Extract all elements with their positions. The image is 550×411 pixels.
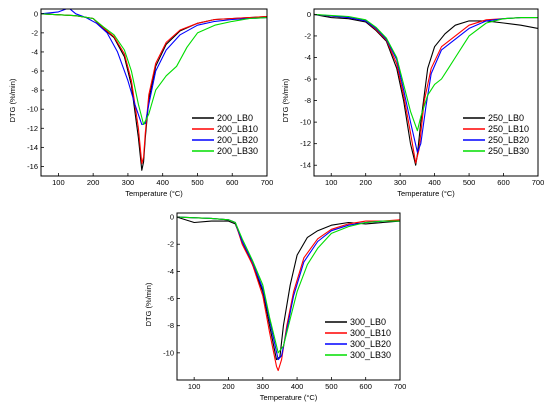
y-tick-label: -10	[27, 105, 38, 114]
y-tick-label: -8	[167, 321, 174, 330]
y-tick-label: -4	[167, 267, 174, 276]
y-tick-label: -2	[167, 240, 174, 249]
plot-frame	[313, 8, 539, 177]
x-tick-label: 400	[156, 178, 169, 187]
y-tick-label: -10	[163, 348, 174, 357]
series-line-250_LB20	[314, 13, 538, 153]
x-tick-label: 700	[261, 178, 274, 187]
x-tick-label: 200	[87, 178, 100, 187]
chart-panel-2: 100 200 300 400 500 600 700 0 -2 -4 -6 -8 -10 -12 -14 T…	[281, 8, 545, 198]
x-axis-label: Temperature (°C)	[260, 393, 318, 402]
y-tick-label: -16	[27, 162, 38, 171]
legend-label: 200_LB0	[217, 113, 253, 123]
y-tick-label: 0	[34, 9, 38, 18]
x-tick-label: 300	[394, 178, 407, 187]
legend-label: 250_LB20	[488, 135, 529, 145]
x-tick-label: 700	[532, 178, 545, 187]
y-tick-label: -4	[31, 47, 38, 56]
y-tick-label: -6	[304, 75, 311, 84]
x-tick-label: 100	[188, 382, 201, 391]
series-line-200_LB30	[41, 13, 267, 126]
y-axis-label: DTG (%/min)	[281, 78, 290, 122]
y-tick-label: -8	[304, 96, 311, 105]
x-tick-label: 400	[428, 178, 441, 187]
y-tick-label: -10	[300, 118, 311, 127]
chart-panel-3: 100 200 300 400 500 600 700 0 -2 -4 -6 -8 -10 Tempera…	[144, 212, 407, 402]
plot-frame	[176, 212, 401, 381]
y-tick-label: -12	[300, 139, 311, 148]
x-axis-label: Temperature (°C)	[397, 189, 455, 198]
y-tick-label: -12	[27, 124, 38, 133]
legend-label: 250_LB10	[488, 124, 529, 134]
plot-frame	[40, 8, 268, 177]
legend-label: 200_LB10	[217, 124, 258, 134]
y-tick-label: 0	[307, 10, 311, 19]
x-tick-label: 400	[291, 382, 304, 391]
x-tick-label: 300	[122, 178, 135, 187]
legend-label: 300_LB0	[350, 317, 386, 327]
x-tick-label: 100	[52, 178, 65, 187]
x-tick-label: 500	[325, 382, 338, 391]
x-tick-label: 600	[359, 382, 372, 391]
y-tick-label: 0	[170, 213, 174, 222]
y-axis-label: DTG (%/min)	[144, 282, 153, 326]
series-line-200_LB10	[41, 13, 267, 165]
series-line-200_LB20	[41, 9, 267, 126]
y-tick-label: -14	[300, 161, 311, 170]
x-tick-label: 200	[359, 178, 372, 187]
legend-label: 250_LB30	[488, 146, 529, 156]
x-tick-label: 600	[226, 178, 239, 187]
y-axis-label: DTG (%/min)	[8, 78, 17, 122]
series-line-250_LB30	[314, 13, 538, 132]
legend-label: 300_LB30	[350, 350, 391, 360]
x-tick-label: 200	[222, 382, 235, 391]
series-line-300_LB30	[177, 216, 400, 354]
y-tick-label: -2	[304, 31, 311, 40]
y-tick-label: -6	[167, 294, 174, 303]
x-axis-label: Temperature (°C)	[125, 189, 183, 198]
x-tick-label: 600	[497, 178, 510, 187]
x-tick-label: 100	[325, 178, 338, 187]
legend-label: 200_LB20	[217, 135, 258, 145]
y-tick-label: -6	[31, 67, 38, 76]
legend-label: 300_LB20	[350, 339, 391, 349]
y-tick-label: -8	[31, 86, 38, 95]
x-tick-label: 500	[463, 178, 476, 187]
legend-label: 250_LB0	[488, 113, 524, 123]
y-tick-label: -14	[27, 143, 38, 152]
y-tick-label: -2	[31, 28, 38, 37]
x-tick-label: 700	[394, 382, 407, 391]
x-tick-label: 300	[257, 382, 270, 391]
y-tick-label: -4	[304, 53, 311, 62]
legend-label: 200_LB30	[217, 146, 258, 156]
legend-label: 300_LB10	[350, 328, 391, 338]
x-tick-label: 500	[191, 178, 204, 187]
chart-panel-1: 100 200 300 400 500 600 700 0 -2 -4 -6 -8 -10 -12 -14 -…	[8, 8, 273, 198]
